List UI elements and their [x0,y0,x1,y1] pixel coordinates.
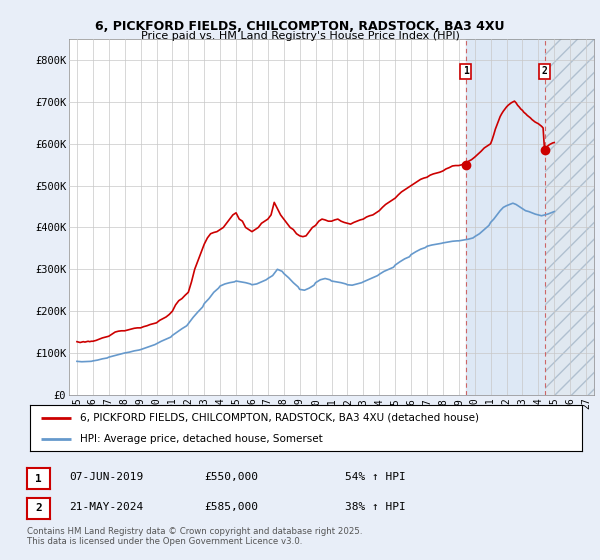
Text: 2: 2 [542,66,547,76]
Bar [545,39,562,395]
Text: 1: 1 [35,474,42,484]
Text: HPI: Average price, detached house, Somerset: HPI: Average price, detached house, Some… [80,435,322,444]
Text: 1: 1 [463,66,469,76]
Bar [562,39,594,395]
Text: 6, PICKFORD FIELDS, CHILCOMPTON, RADSTOCK, BA3 4XU: 6, PICKFORD FIELDS, CHILCOMPTON, RADSTOC… [95,20,505,33]
Text: 54% ↑ HPI: 54% ↑ HPI [345,472,406,482]
Text: 6, PICKFORD FIELDS, CHILCOMPTON, RADSTOCK, BA3 4XU (detached house): 6, PICKFORD FIELDS, CHILCOMPTON, RADSTOC… [80,413,479,423]
Text: £585,000: £585,000 [204,502,258,512]
Text: 2: 2 [35,503,42,514]
Text: Contains HM Land Registry data © Crown copyright and database right 2025.
This d: Contains HM Land Registry data © Crown c… [27,526,362,546]
Text: Price paid vs. HM Land Registry's House Price Index (HPI): Price paid vs. HM Land Registry's House … [140,31,460,41]
Text: 21-MAY-2024: 21-MAY-2024 [69,502,143,512]
Text: £550,000: £550,000 [204,472,258,482]
Text: 38% ↑ HPI: 38% ↑ HPI [345,502,406,512]
Bar [466,39,545,395]
Text: 07-JUN-2019: 07-JUN-2019 [69,472,143,482]
Bar [545,39,562,395]
